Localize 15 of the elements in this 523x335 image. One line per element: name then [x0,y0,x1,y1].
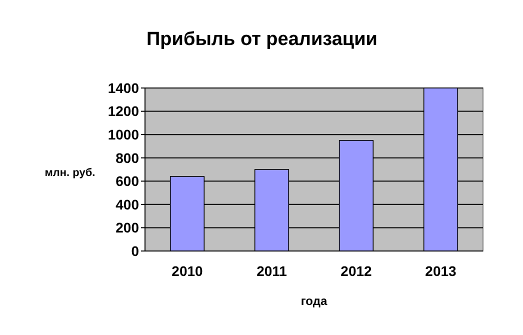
x-tick-label: 2010 [172,263,204,279]
y-tick-label: 600 [116,173,140,190]
x-tick-label: 2011 [256,263,288,279]
x-axis-title: года [300,294,328,308]
y-tick-label: 1000 [108,126,140,142]
y-tick-label: 1200 [108,103,140,120]
chart-title: Прибыль от реализации [146,29,378,50]
y-tick-label: 400 [116,196,140,212]
y-tick-label: 0 [131,242,140,259]
y-axis-title: млн. руб. [44,167,96,179]
y-tick-label: 200 [116,220,140,236]
x-tick-label: 2012 [340,263,372,279]
x-tick-label: 2013 [425,263,457,279]
y-tick-label: 800 [116,150,140,166]
y-tick-label: 1400 [108,80,140,96]
